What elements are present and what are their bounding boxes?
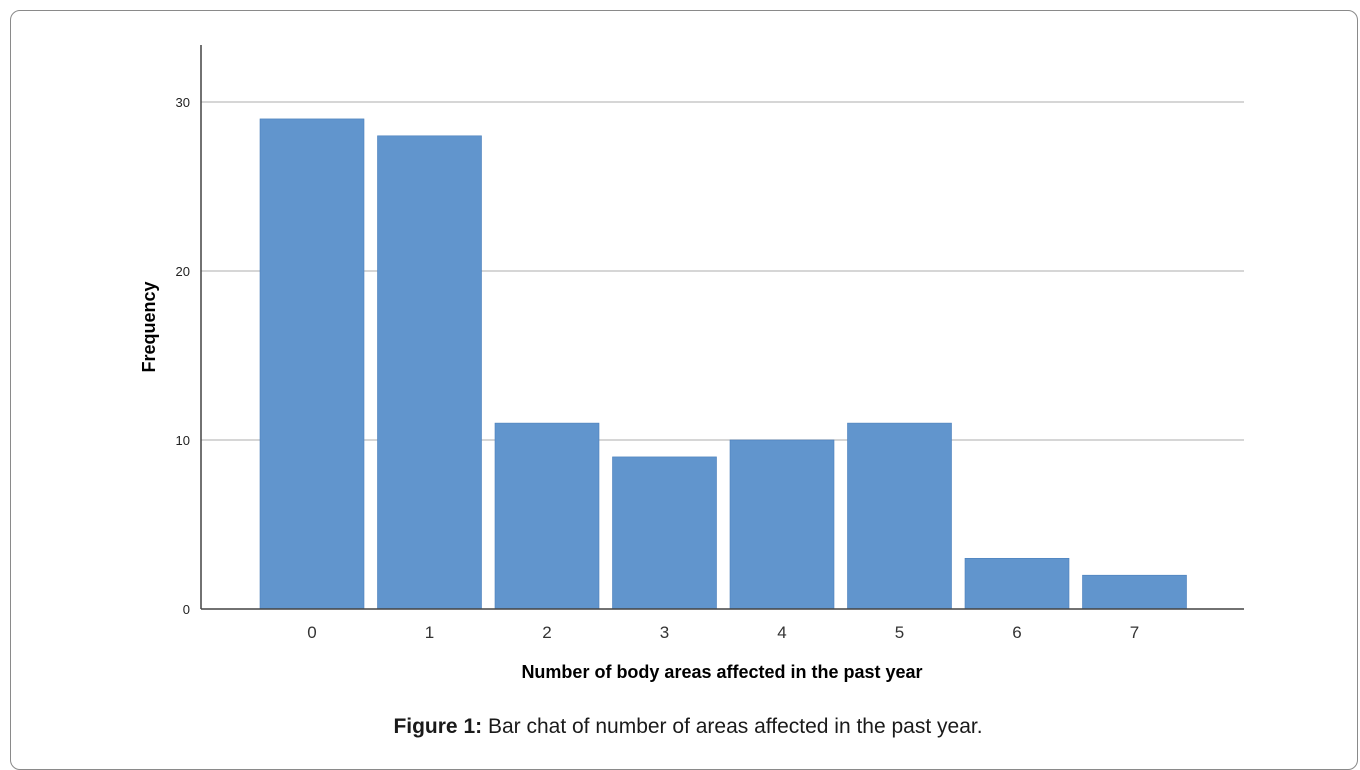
x-tick-label: 7 [1130, 623, 1139, 642]
caption-label: Figure 1: [393, 715, 483, 738]
figure-caption: Figure 1: Bar chat of number of areas af… [0, 715, 1360, 739]
y-tick-label: 20 [176, 264, 190, 279]
y-tick-label: 0 [183, 602, 190, 617]
y-axis-label: Frequency [139, 281, 159, 372]
x-tick-label: 0 [307, 623, 316, 642]
bar-4 [729, 439, 835, 610]
x-tick-label: 5 [895, 623, 904, 642]
x-tick-label: 1 [425, 623, 434, 642]
axes [200, 45, 1244, 610]
x-tick-labels: 0 1 2 3 4 5 6 7 [307, 623, 1139, 642]
x-tick-label: 2 [542, 623, 551, 642]
caption-text: Bar chat of number of areas affected in … [482, 715, 983, 738]
bars [259, 118, 1187, 610]
bar-7 [1082, 574, 1187, 610]
x-tick-label: 4 [777, 623, 786, 642]
bar-3 [612, 456, 717, 610]
y-tick-label: 10 [176, 433, 190, 448]
y-tick-label: 30 [176, 95, 190, 110]
bar-6 [964, 557, 1070, 610]
bar-0 [259, 118, 365, 610]
x-axis-label: Number of body areas affected in the pas… [521, 662, 922, 682]
grid-lines [201, 101, 1244, 441]
bar-5 [847, 422, 952, 610]
x-tick-label: 6 [1012, 623, 1021, 642]
x-tick-label: 3 [660, 623, 669, 642]
y-tick-labels: 0 10 20 30 [176, 95, 190, 617]
bar-chart: 0 10 20 30 0 1 2 3 4 5 6 7 Frequency Number of bod… [139, 45, 1244, 682]
bar-2 [494, 422, 600, 610]
bar-1 [377, 135, 482, 610]
